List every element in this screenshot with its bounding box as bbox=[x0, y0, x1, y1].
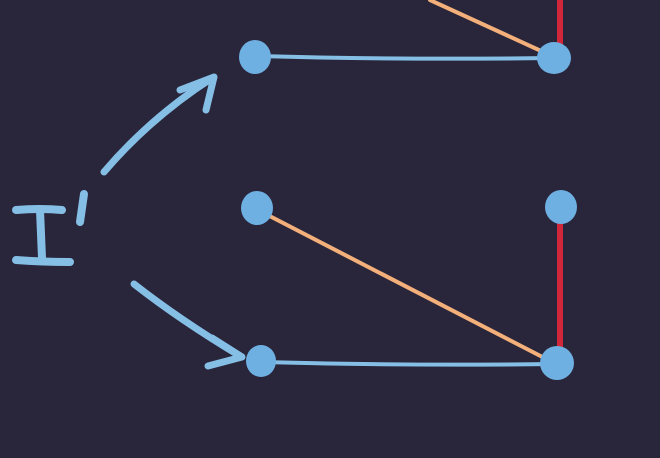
arrow-down-right-head bbox=[204, 334, 246, 370]
node-bottom-right bbox=[540, 346, 574, 380]
arrow-up-right bbox=[100, 74, 216, 176]
label-i-prime-glyph bbox=[12, 190, 88, 266]
arrow-up-right-head bbox=[176, 73, 218, 114]
node-bottom-left bbox=[246, 345, 276, 377]
node-middle-left bbox=[241, 191, 273, 225]
node-top-right bbox=[537, 42, 571, 74]
node-middle-right bbox=[545, 190, 577, 224]
edge-top-orange-partial bbox=[428, 0, 554, 58]
edge-bottom-orange bbox=[256, 208, 558, 366]
edge-bottom-blue bbox=[260, 360, 558, 367]
node-top-left bbox=[239, 40, 271, 74]
edge-top-blue bbox=[256, 54, 554, 61]
